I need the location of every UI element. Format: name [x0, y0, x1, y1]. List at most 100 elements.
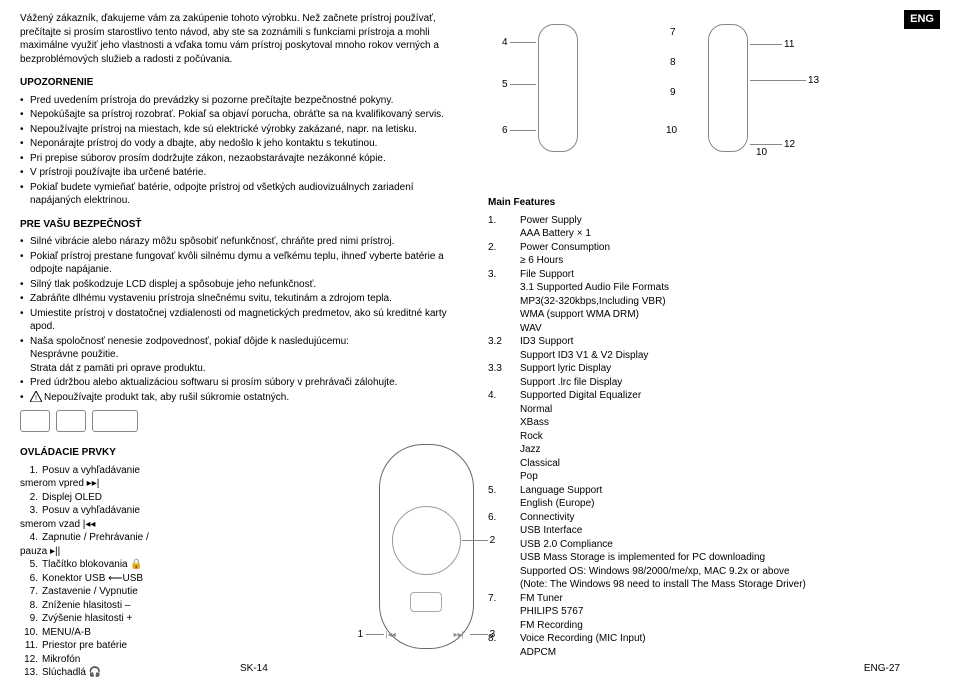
callout-13: 13 — [808, 74, 819, 88]
lead-line — [510, 42, 536, 43]
list-item: Pred uvedením prístroja do prevádzky si … — [20, 94, 460, 108]
next-icon: ▸▸| — [454, 630, 464, 641]
list-item: Silný tlak poškodzuje LCD displej a spôs… — [20, 278, 460, 292]
list-item: 10.MENU/A-B — [20, 626, 154, 640]
lead-line — [510, 84, 536, 85]
feature-row: 6.Connectivity — [488, 511, 940, 525]
list-item: Nepoužívajte prístroj na miestach, kde s… — [20, 123, 460, 137]
upozornenie-title: UPOZORNENIE — [20, 76, 460, 90]
device-diagram: |◂◂ ▸▸| 1 2 3 — [314, 434, 460, 674]
bezpecnost-list: Silné vibrácie alebo nárazy môžu spôsobi… — [20, 235, 460, 404]
feature-sub: English (Europe) — [488, 497, 940, 511]
device-screen — [392, 506, 461, 575]
callout-9: 9 — [670, 86, 676, 100]
list-item: Nepokúšajte sa prístroj rozobrať. Pokiaľ… — [20, 108, 460, 122]
small-diagram — [92, 410, 138, 432]
device-button-area — [410, 592, 442, 612]
feature-sub: PHILIPS 5767 — [488, 605, 940, 619]
list-item: 9.Zvýšenie hlasitosti + — [20, 612, 154, 626]
lead-line — [750, 144, 782, 145]
top-diagram: 4 5 6 7 8 9 10 11 12 13 10 — [488, 18, 940, 168]
feature-sub: Pop — [488, 470, 940, 484]
upozornenie-list: Pred uvedením prístroja do prevádzky si … — [20, 94, 460, 208]
feature-sub: Jazz — [488, 443, 940, 457]
feature-sub: WAV — [488, 322, 940, 336]
feature-row: 2.Power Consumption — [488, 241, 940, 255]
list-item: Pred údržbou alebo aktualizáciou softwar… — [20, 376, 460, 390]
callout-7: 7 — [670, 26, 676, 40]
feature-sub: Supported OS: Windows 98/2000/me/xp, MAC… — [488, 565, 940, 579]
feature-sub: Normal — [488, 403, 940, 417]
list-item: 8.Zníženie hlasitosti – — [20, 599, 154, 613]
list-item: 6.Konektor USB ⟵USB — [20, 572, 154, 586]
callout-5: 5 — [502, 78, 508, 92]
feature-sub: Rock — [488, 430, 940, 444]
list-item: 7.Zastavenie / Vypnutie — [20, 585, 154, 599]
feature-row: 4.Supported Digital Equalizer — [488, 389, 940, 403]
feature-sub: AAA Battery × 1 — [488, 227, 940, 241]
list-item: 12.Mikrofón — [20, 653, 154, 667]
main-features-title: Main Features — [488, 196, 940, 210]
right-column: 4 5 6 7 8 9 10 11 12 13 10 Main Features… — [488, 12, 940, 680]
list-item: 5.Tlačítko blokovania 🔒 — [20, 558, 154, 572]
callout-11: 11 — [784, 38, 794, 52]
callout-6: 6 — [502, 124, 508, 138]
feature-sub: FM Recording — [488, 619, 940, 633]
feature-row: 7.FM Tuner — [488, 592, 940, 606]
footer-left: SK-14 — [240, 662, 268, 676]
list-item: V prístroji používajte iba určené batéri… — [20, 166, 460, 180]
list-item-text: Nepoužívajte produkt tak, aby rušil súkr… — [44, 392, 289, 403]
list-item: Silné vibrácie alebo nárazy môžu spôsobi… — [20, 235, 460, 249]
footer-right: ENG-27 — [864, 662, 900, 676]
list-item: Pokiaľ prístroj prestane fungovať kvôli … — [20, 250, 460, 277]
list-item: Zabráňte dlhému vystaveniu prístroja sln… — [20, 292, 460, 306]
list-item: Pri prepise súborov prosím dodržujte zák… — [20, 152, 460, 166]
small-diagram — [56, 410, 86, 432]
features-list: 1.Power Supply AAA Battery × 1 2.Power C… — [488, 214, 940, 660]
callout-4: 4 — [502, 36, 508, 50]
feature-row: 8.Voice Recording (MIC Input) — [488, 632, 940, 646]
list-item: 13.Slúchadlá 🎧 — [20, 666, 154, 680]
feature-row: 3.2ID3 Support — [488, 335, 940, 349]
feature-sub: MP3(32-320kbps,Including VBR) — [488, 295, 940, 309]
feature-sub: USB Mass Storage is implemented for PC d… — [488, 551, 940, 565]
list-item: 1.Posuv a vyhľadávanie smerom vpred ▸▸| — [20, 464, 154, 491]
device-side-left — [538, 24, 578, 152]
list-item: 4.Zapnutie / Prehrávanie / pauza ▸|| — [20, 531, 154, 558]
feature-sub: WMA (support WMA DRM) — [488, 308, 940, 322]
list-item: Neponárajte prístroj do vody a dbajte, a… — [20, 137, 460, 151]
lead-line — [750, 44, 782, 45]
list-item: Naša spoločnosť nenesie zodpovednosť, po… — [20, 335, 460, 376]
intro-paragraph: Vážený zákazník, ďakujeme vám za zakúpen… — [20, 12, 460, 66]
ovlad-row: 1.Posuv a vyhľadávanie smerom vpred ▸▸| … — [20, 464, 460, 680]
lead-line — [366, 634, 384, 635]
feature-row: 3.3Support lyric Display — [488, 362, 940, 376]
feature-sub: ≥ 6 Hours — [488, 254, 940, 268]
feature-row: 3.File Support — [488, 268, 940, 282]
callout-8: 8 — [670, 56, 676, 70]
list-item: Pokiaľ budete vymieňať batérie, odpojte … — [20, 181, 460, 208]
feature-sub: (Note: The Windows 98 need to install Th… — [488, 578, 940, 592]
svg-text:!: ! — [35, 395, 37, 402]
list-item: 3.Posuv a vyhľadávanie smerom vzad |◂◂ — [20, 504, 154, 531]
lead-line — [470, 634, 488, 635]
device-side-right — [708, 24, 748, 152]
lead-line — [750, 80, 806, 81]
feature-sub: XBass — [488, 416, 940, 430]
list-item: Umiestite prístroj v dostatočnej vzdiale… — [20, 307, 460, 334]
feature-sub: Support ID3 V1 & V2 Display — [488, 349, 940, 363]
callout-12: 12 — [784, 138, 795, 152]
callout-3: 3 — [490, 628, 496, 642]
callout-10a: 10 — [666, 124, 677, 138]
feature-row: 1.Power Supply — [488, 214, 940, 228]
small-diagram — [20, 410, 50, 432]
page-columns: Vážený zákazník, ďakujeme vám za zakúpen… — [20, 12, 940, 680]
list-item: 11.Priestor pre batérie — [20, 639, 154, 653]
feature-sub: USB 2.0 Compliance — [488, 538, 940, 552]
left-column: Vážený zákazník, ďakujeme vám za zakúpen… — [20, 12, 460, 680]
feature-sub: USB Interface — [488, 524, 940, 538]
bezpecnost-title: PRE VAŠU BEZPEČNOSŤ — [20, 218, 460, 232]
lead-line — [462, 540, 488, 541]
lead-line — [510, 130, 536, 131]
feature-sub: Support .lrc file Display — [488, 376, 940, 390]
